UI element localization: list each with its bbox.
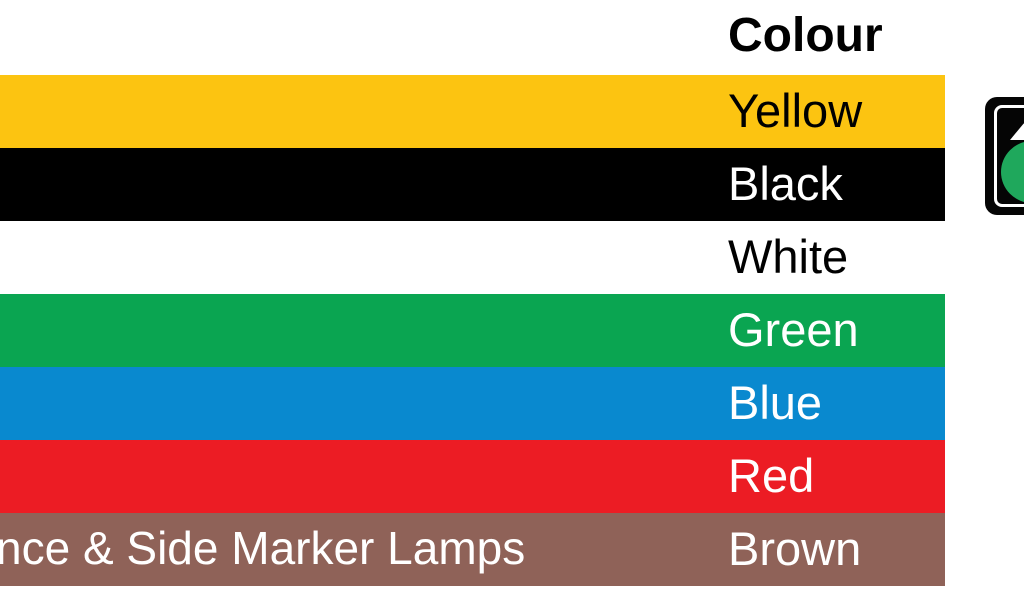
color-row-blue: Blue — [0, 367, 945, 440]
color-name-label: Green — [728, 303, 859, 356]
color-row-white: White — [0, 221, 945, 294]
color-row-brown: nce & Side Marker Lamps Brown — [0, 513, 945, 586]
logo-green-circle-icon — [1001, 141, 1024, 203]
towing-logo-badge — [985, 97, 1024, 215]
color-row-black: Black — [0, 148, 945, 221]
color-name-label: Yellow — [728, 84, 863, 137]
logo-triangle-icon — [1010, 111, 1024, 140]
color-name-label: Blue — [728, 376, 823, 429]
color-row-red: Red — [0, 440, 945, 513]
color-row-green: Green — [0, 294, 945, 367]
color-name-label: Red — [728, 449, 815, 502]
color-row-yellow: Yellow — [0, 75, 945, 148]
color-name-label: Black — [728, 157, 843, 210]
colour-column-header: Colour — [728, 9, 883, 62]
color-name-label: White — [728, 230, 849, 283]
color-name-label: Brown — [728, 522, 862, 575]
table-header-row: Colour — [0, 0, 945, 75]
function-label-truncated: nce & Side Marker Lamps — [0, 522, 526, 574]
logo-inner-border — [994, 105, 1024, 207]
